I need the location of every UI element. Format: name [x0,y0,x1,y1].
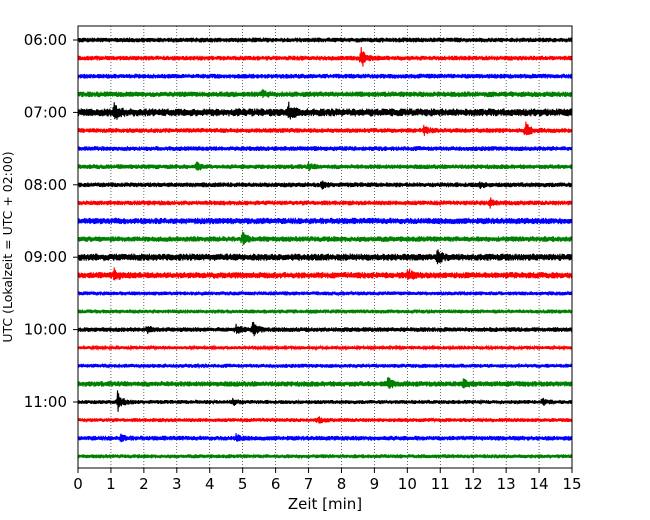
trace-1100 [77,390,573,412]
x-axis-ticks: 0 1 2 3 4 5 6 7 8 9 10 11 12 13 14 15 [73,468,582,493]
y-tick-label: 09:00 [24,248,67,266]
trace-0900 [77,249,573,265]
trace-0945 [77,308,573,315]
x-axis-label: Zeit [min] [288,495,362,513]
trace-0815 [77,197,573,209]
x-tick-label: 4 [205,475,215,493]
y-axis-ticks: 06:00 07:00 08:00 09:00 10:00 11:00 [24,31,78,411]
trace-0615 [77,46,573,67]
y-tick-label: 07:00 [24,103,67,121]
trace-1130 [77,433,573,443]
trace-0930 [77,290,573,297]
trace-1145 [77,453,573,460]
trace-1045 [77,377,573,389]
x-tick-label: 7 [304,475,314,493]
x-tick-label: 5 [238,475,248,493]
plot-frame [77,25,573,469]
trace-0715 [77,121,573,136]
x-tick-label: 13 [497,475,516,493]
trace-0845 [77,231,573,246]
trace-0915 [77,267,573,281]
trace-0700 [77,101,573,120]
x-tick-label: 15 [562,475,581,493]
x-tick-label: 0 [73,475,83,493]
x-tick-label: 12 [464,475,483,493]
trace-0730 [77,146,573,152]
y-axis-label: UTC (Lokalzeit = UTC + 02:00) [0,151,15,342]
trace-0600 [77,37,573,43]
trace-1030 [77,362,573,370]
trace-1015 [77,344,573,352]
trace-0830 [77,217,573,225]
x-tick-label: 2 [139,475,149,493]
y-tick-label: 11:00 [24,393,67,411]
x-tick-label: 11 [431,475,450,493]
y-tick-label: 08:00 [24,176,67,194]
x-tick-label: 10 [398,475,417,493]
y-tick-label: 06:00 [24,31,67,49]
trace-1115 [77,416,573,424]
x-tick-label: 8 [337,475,347,493]
trace-0630 [77,73,573,79]
x-tick-label: 3 [172,475,182,493]
x-tick-label: 6 [271,475,281,493]
trace-1000 [77,321,573,337]
x-tick-label: 14 [530,475,549,493]
seismogram-traces [77,37,573,460]
trace-0645 [77,89,573,98]
trace-0745 [77,161,573,172]
x-tick-label: 1 [106,475,116,493]
trace-0800 [77,180,573,190]
x-tick-label: 9 [370,475,380,493]
y-tick-label: 10:00 [24,321,67,339]
